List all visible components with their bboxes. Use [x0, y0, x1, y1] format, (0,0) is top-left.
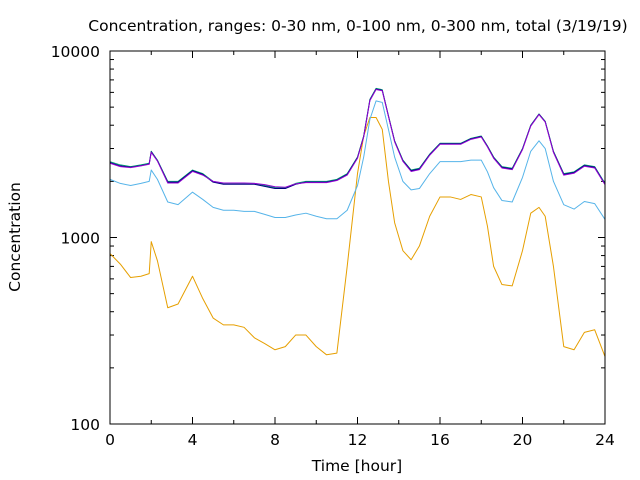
data-series — [109, 87, 606, 357]
x-tick-label: 20 — [513, 431, 533, 449]
x-tick-label: 12 — [348, 431, 368, 449]
x-tick-label: 8 — [270, 431, 280, 449]
x-tick-label: 24 — [595, 431, 615, 449]
y-axis-label: Concentration — [6, 182, 24, 292]
x-tick-label: 16 — [430, 431, 450, 449]
series-line-1 — [109, 117, 606, 357]
x-tick-label: 4 — [188, 431, 198, 449]
plot-frame — [109, 50, 606, 425]
series-line-2 — [109, 100, 606, 220]
y-tick-label: 1000 — [61, 230, 100, 248]
y-tick-label: 10000 — [51, 43, 100, 61]
x-axis-label: Time [hour] — [311, 457, 402, 475]
series-line-5 — [109, 88, 606, 188]
x-tick-label: 0 — [105, 431, 115, 449]
chart-title: Concentration, ranges: 0-30 nm, 0-100 nm… — [88, 17, 627, 35]
y-tick-label: 100 — [70, 416, 100, 434]
axis-ticks: 0 4 8 12 16 20 24 100 1000 10000 — [51, 43, 615, 449]
